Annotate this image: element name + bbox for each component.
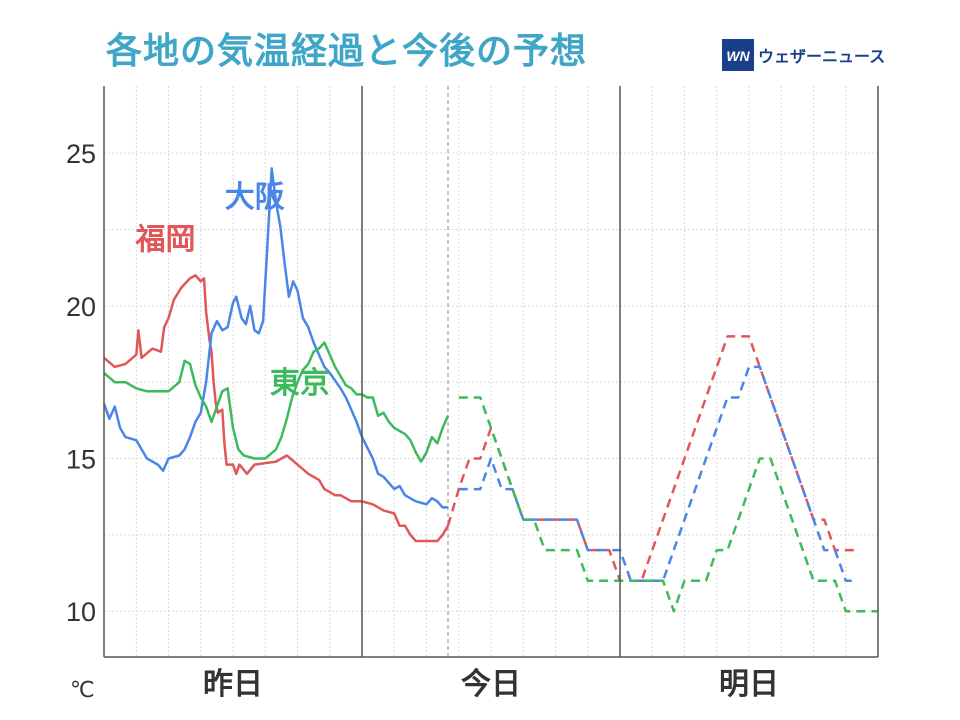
y-unit-label: ℃ <box>70 678 95 703</box>
frame-layer <box>103 86 879 658</box>
series-name-label: 福岡 <box>135 223 196 258</box>
grid-layer <box>104 86 878 657</box>
series-name-label: 大阪 <box>225 180 285 215</box>
series-observed-福岡 <box>103 274 450 543</box>
y-tick-label: 25 <box>66 139 96 169</box>
series-layer <box>102 167 878 613</box>
series-forecast-東京 <box>458 396 878 613</box>
series-forecast-大阪 <box>458 365 857 582</box>
weathernews-logo-icon: WN <box>722 39 754 71</box>
brand-name: ウェザーニュース <box>758 47 886 66</box>
day-label: 明日 <box>719 667 779 702</box>
brand-mark: WN <box>726 48 750 64</box>
chart-title: 各地の気温経過と今後の予想 <box>106 31 588 72</box>
day-label: 今日 <box>461 667 521 702</box>
series-observed-東京 <box>103 341 450 463</box>
day-label: 昨日 <box>203 667 263 702</box>
series-name-label: 東京 <box>270 366 330 401</box>
y-tick-label: 10 <box>66 597 96 627</box>
series-observed-大阪 <box>102 167 448 509</box>
y-tick-label: 20 <box>66 292 96 322</box>
y-tick-label: 15 <box>66 445 96 475</box>
brand-logo-group: WN ウェザーニュース <box>722 38 885 72</box>
